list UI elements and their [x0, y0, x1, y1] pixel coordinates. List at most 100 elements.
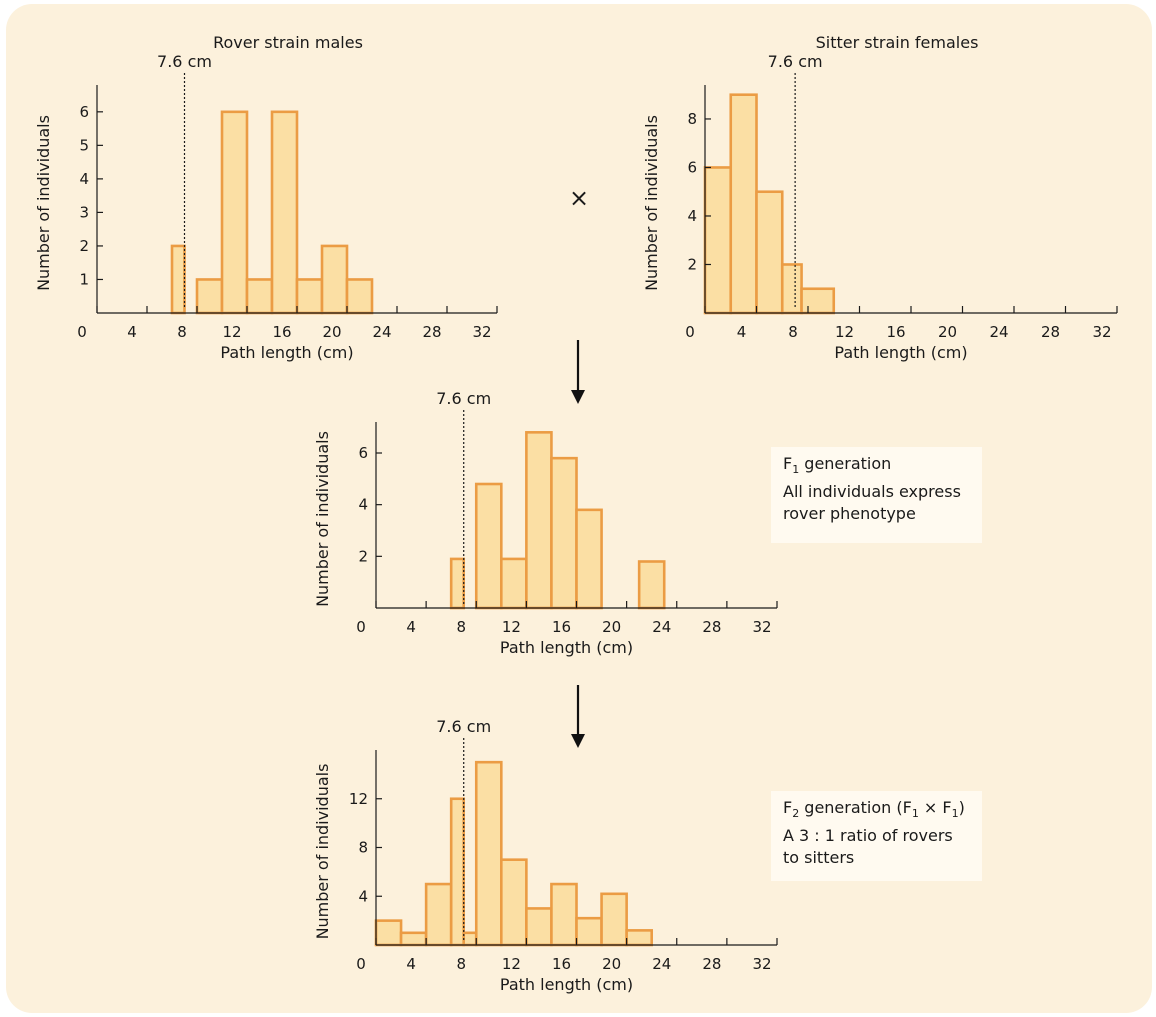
- rover-strain-title: Rover strain males: [213, 33, 363, 52]
- histogram-bar: [474, 482, 503, 610]
- histogram-bar: [474, 760, 503, 947]
- x-tick-label: 24: [372, 323, 391, 341]
- x-tick-label: 32: [752, 955, 771, 973]
- histogram-bar: [780, 263, 803, 315]
- y-tick-label: 6: [687, 158, 697, 176]
- y-tick-label: 6: [79, 103, 89, 121]
- x-tick-label: 12: [502, 955, 521, 973]
- y-tick-label: 4: [358, 496, 368, 514]
- cross-symbol: ×: [569, 184, 589, 212]
- x-tick-label: 28: [1041, 323, 1060, 341]
- histogram-bar: [729, 93, 758, 315]
- y-tick-label: 5: [79, 136, 89, 154]
- f2-note-line: to sitters: [783, 848, 855, 868]
- f2-note: F2 generation (F1 × F1) A 3 : 1 ratio of…: [771, 791, 982, 881]
- histogram-bar: [374, 919, 403, 947]
- histogram-bar: [625, 929, 653, 947]
- histogram-bar: [575, 508, 603, 610]
- x-tick-label: 4: [737, 323, 747, 341]
- x-tick-label: 16: [272, 323, 291, 341]
- f1-note-heading: F1 generation: [783, 454, 892, 477]
- histogram-bar: [295, 278, 324, 315]
- histogram-bar: [703, 166, 733, 315]
- f1-note-line: rover phenotype: [783, 504, 916, 524]
- y-tick-label: 4: [79, 170, 89, 188]
- x-tick-label: 8: [456, 955, 466, 973]
- x-tick-label: 20: [602, 618, 621, 636]
- histogram-bar: [637, 560, 666, 610]
- histogram-bar: [220, 110, 249, 315]
- x-tick-label: 16: [552, 618, 571, 636]
- x-tick-label: 0: [685, 323, 695, 341]
- arrow-down-icon: [571, 340, 585, 404]
- histogram-bar: [600, 892, 628, 947]
- histogram-bar: [550, 882, 578, 947]
- x-tick-label: 24: [652, 955, 671, 973]
- x-tick-label: 16: [552, 955, 571, 973]
- histogram-bar: [462, 931, 478, 947]
- histogram-bar: [800, 287, 836, 315]
- histogram-bar: [449, 797, 466, 947]
- x-tick-label: 28: [702, 955, 721, 973]
- x-tick-label: 0: [356, 618, 366, 636]
- histogram-bar: [195, 278, 224, 315]
- x-axis-title: Path length (cm): [834, 343, 967, 362]
- x-tick-label: 8: [177, 323, 187, 341]
- x-axis-title: Path length (cm): [220, 343, 353, 362]
- histogram-bar: [449, 557, 466, 610]
- y-tick-label: 6: [358, 444, 368, 462]
- y-tick-label: 4: [687, 207, 697, 225]
- x-tick-label: 4: [127, 323, 137, 341]
- y-tick-label: 8: [687, 110, 697, 128]
- histogram-bar: [500, 557, 528, 610]
- y-tick-label: 2: [358, 547, 368, 565]
- x-tick-label: 12: [502, 618, 521, 636]
- y-tick-label: 3: [79, 203, 89, 221]
- histogram-bar: [399, 931, 428, 947]
- histogram-bar: [270, 110, 299, 315]
- f2-note-heading: F2 generation (F1 × F1): [783, 798, 965, 821]
- x-tick-label: 28: [702, 618, 721, 636]
- histogram-bar: [320, 244, 349, 315]
- y-tick-label: 12: [349, 790, 368, 808]
- reference-line-label: 7.6 cm: [768, 52, 823, 71]
- x-tick-label: 16: [886, 323, 905, 341]
- y-tick-label: 1: [79, 270, 89, 288]
- histogram-bar: [525, 907, 553, 947]
- f1-note-line: All individuals express: [783, 482, 961, 502]
- y-tick-label: 2: [79, 237, 89, 255]
- chart-f2-generation: 0 4 8 12 16 20 24 28 32 4 8 12 Path length (cm) Numbe…: [313, 717, 778, 994]
- y-axis-title: Number of individuals: [313, 431, 332, 607]
- sitter-strain-title: Sitter strain females: [816, 33, 979, 52]
- x-tick-label: 20: [602, 955, 621, 973]
- x-axis-title: Path length (cm): [500, 638, 633, 657]
- x-tick-label: 24: [652, 618, 671, 636]
- x-tick-label: 32: [472, 323, 491, 341]
- x-tick-label: 4: [406, 955, 416, 973]
- f2-note-line: A 3 : 1 ratio of rovers: [783, 826, 953, 846]
- y-axis-title: Number of individuals: [313, 764, 332, 940]
- y-axis-title: Number of individuals: [34, 115, 53, 291]
- f1-note: F1 generation All individuals express ro…: [771, 447, 982, 543]
- x-tick-label: 20: [322, 323, 341, 341]
- x-tick-label: 0: [77, 323, 87, 341]
- y-axis-title: Number of individuals: [642, 115, 661, 291]
- x-tick-label: 12: [222, 323, 241, 341]
- histogram-bar: [525, 431, 553, 610]
- x-tick-label: 20: [938, 323, 957, 341]
- histogram-bar: [424, 882, 453, 947]
- histogram-bar: [550, 456, 578, 610]
- x-tick-label: 8: [456, 618, 466, 636]
- x-axis-title: Path length (cm): [500, 975, 633, 994]
- y-tick-label: 4: [358, 887, 368, 905]
- histogram-bar: [500, 858, 528, 947]
- histogram-bar: [245, 278, 274, 315]
- x-tick-label: 24: [989, 323, 1008, 341]
- reference-line-label: 7.6 cm: [436, 717, 491, 736]
- reference-line-label: 7.6 cm: [157, 52, 212, 71]
- x-tick-label: 32: [1092, 323, 1111, 341]
- x-tick-label: 28: [422, 323, 441, 341]
